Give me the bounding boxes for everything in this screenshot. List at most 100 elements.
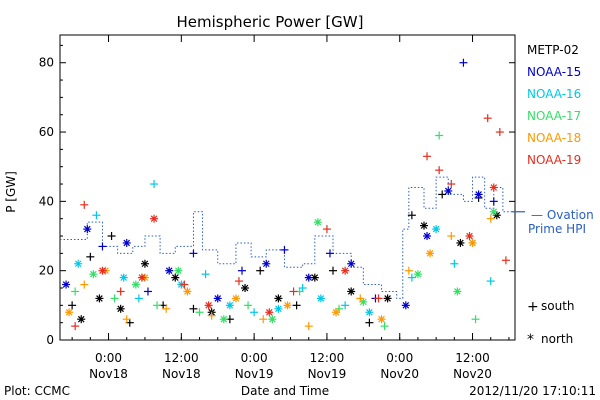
point-noaa-17-north <box>131 280 140 289</box>
point-noaa-16-north <box>316 294 325 303</box>
point-noaa-17-north <box>489 207 498 216</box>
point-noaa-16-south <box>250 308 259 317</box>
point-noaa-18-south <box>207 311 216 320</box>
y-tick-label: 20 <box>39 264 54 278</box>
x-tick-label-date: Nov20 <box>453 367 492 381</box>
point-noaa-15-south <box>489 197 498 206</box>
point-noaa-15-south <box>189 249 198 258</box>
point-noaa-16-north <box>274 304 283 313</box>
point-metp-02-south <box>256 266 265 275</box>
legend-entry-noaa-19: NOAA-19 <box>527 153 581 167</box>
point-noaa-16-north <box>119 273 128 282</box>
point-noaa-19-south <box>495 128 504 137</box>
point-noaa-17-south <box>153 301 162 310</box>
point-noaa-15-north <box>213 294 222 303</box>
y-axis-ticks: 0 20 40 60 80 <box>39 44 515 347</box>
point-noaa-15-north <box>423 232 432 241</box>
point-noaa-16-north <box>74 259 83 268</box>
ovation-label-line1: — Ovation <box>531 208 594 222</box>
data-points <box>62 58 510 331</box>
ovation-legend: — Ovation Prime HPI <box>528 208 594 236</box>
x-tick-label-time: 12:00 <box>455 351 490 365</box>
point-noaa-15-north <box>444 186 453 195</box>
point-noaa-19-south <box>289 287 298 296</box>
point-noaa-15-south <box>459 58 468 67</box>
ovation-step-path <box>60 176 515 299</box>
x-axis-label: Date and Time <box>241 384 329 398</box>
point-noaa-19-south <box>116 287 125 296</box>
point-metp-02-south <box>189 304 198 313</box>
legend-entry-noaa-15: NOAA-15 <box>527 65 581 79</box>
point-noaa-17-south <box>435 131 444 140</box>
point-metp-02-north <box>77 315 86 324</box>
point-noaa-19-north <box>489 183 498 192</box>
point-noaa-17-south <box>195 308 204 317</box>
point-noaa-18-south <box>162 304 171 313</box>
point-noaa-19-south <box>423 152 432 161</box>
point-noaa-17-north <box>413 270 422 279</box>
y-tick-label: 60 <box>39 125 54 139</box>
point-metp-02-south <box>107 232 116 241</box>
marker-legend: + south * north <box>527 299 575 348</box>
x-tick-label-time: 0:00 <box>386 351 413 365</box>
point-noaa-18-north <box>183 287 192 296</box>
north-marker-symbol: * <box>527 332 534 348</box>
point-noaa-17-south <box>71 287 80 296</box>
point-noaa-15-north <box>347 259 356 268</box>
point-noaa-17-north <box>453 287 462 296</box>
point-metp-02-south <box>292 301 301 310</box>
legend-entry-metp-02: METP-02 <box>527 43 579 57</box>
point-noaa-18-north <box>283 301 292 310</box>
point-noaa-15-north <box>304 273 313 282</box>
x-tick-label-time: 0:00 <box>95 351 122 365</box>
point-noaa-19-south <box>180 280 189 289</box>
point-noaa-15-north <box>165 266 174 275</box>
ovation-prime-hpi-line <box>60 176 525 299</box>
point-noaa-17-south <box>471 315 480 324</box>
point-noaa-18-north <box>468 238 477 247</box>
point-noaa-15-north <box>62 280 71 289</box>
point-noaa-16-south <box>201 270 210 279</box>
point-metp-02-south <box>438 190 447 199</box>
point-noaa-16-north <box>365 308 374 317</box>
point-noaa-19-south <box>71 322 80 331</box>
point-noaa-15-south <box>280 245 289 254</box>
point-metp-02-south <box>407 211 416 220</box>
point-metp-02-north <box>171 273 180 282</box>
point-noaa-18-south <box>356 294 365 303</box>
point-noaa-15-south <box>325 249 334 258</box>
point-metp-02-north <box>420 221 428 230</box>
legend-entry-noaa-18: NOAA-18 <box>527 131 581 145</box>
x-tick-label-date: Nov20 <box>380 367 419 381</box>
point-noaa-16-south <box>92 211 101 220</box>
point-noaa-19-south <box>447 180 456 189</box>
point-noaa-19-south <box>483 114 492 123</box>
south-marker-label: south <box>541 299 575 313</box>
point-noaa-19-south <box>435 166 444 175</box>
point-noaa-19-north <box>265 308 274 317</box>
point-metp-02-south <box>86 252 95 261</box>
y-tick-label: 0 <box>46 333 54 347</box>
point-noaa-16-north <box>432 225 441 234</box>
point-noaa-19-south <box>501 256 510 265</box>
point-noaa-16-south <box>407 273 416 282</box>
point-noaa-19-north <box>204 301 213 310</box>
point-noaa-19-south <box>322 225 331 234</box>
point-metp-02-south <box>329 266 337 275</box>
point-noaa-15-north <box>262 259 271 268</box>
point-noaa-15-north <box>83 225 92 234</box>
point-noaa-16-south <box>150 180 159 189</box>
point-metp-02-south <box>365 318 374 327</box>
point-noaa-18-north <box>426 249 435 258</box>
y-tick-label: 40 <box>39 194 54 208</box>
point-noaa-15-north <box>474 190 483 199</box>
x-tick-label-time: 12:00 <box>310 351 345 365</box>
point-noaa-19-south <box>80 200 89 209</box>
point-noaa-17-north <box>313 218 322 227</box>
point-noaa-15-south <box>143 287 152 296</box>
point-metp-02-south <box>68 301 77 310</box>
point-noaa-17-north <box>219 315 228 324</box>
legend-entry-noaa-16: NOAA-16 <box>527 87 581 101</box>
point-noaa-18-south <box>304 322 313 331</box>
